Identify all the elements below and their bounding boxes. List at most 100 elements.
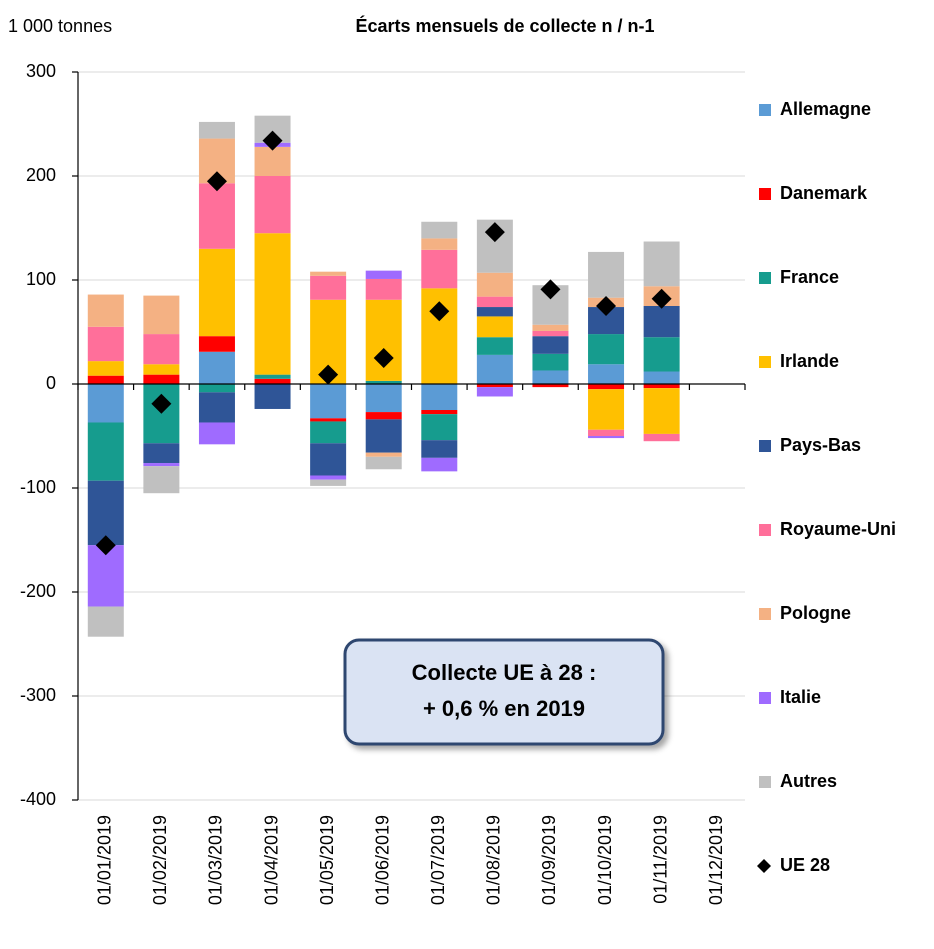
bar-segment [254,146,291,176]
legend-label: Italie [780,687,821,707]
legend-swatch [759,776,771,788]
bar-segment [310,475,347,480]
bar-segment [143,463,180,467]
annotation-text: + 0,6 % en 2019 [423,696,585,721]
bar-segment [254,176,291,234]
x-tick-label: 01/06/2019 [372,815,392,905]
bar-segment [198,248,235,337]
bar-segment [310,421,347,444]
bar-segment [198,422,235,445]
bar-segment [643,388,680,434]
bar-segment [532,330,569,337]
bar-segment [588,436,625,439]
x-tick-label: 01/09/2019 [539,815,559,905]
bar-segment [143,295,180,335]
bar-segment [87,294,124,327]
bar-segment [87,606,124,637]
x-tick-label: 01/02/2019 [150,815,170,905]
bar-segment [588,389,625,430]
bar-segment [476,354,513,384]
marker-diamond [373,348,394,368]
y-tick-label: 200 [26,165,56,185]
bar-segment [87,422,124,481]
marker-diamond [262,130,283,151]
legend-label: Irlande [780,351,839,371]
bar-segment [365,299,402,381]
bar-segment [87,326,124,362]
y-tick-label: 0 [46,373,56,393]
bar-segment [643,241,680,287]
legend-swatch [759,440,771,452]
bar-segment [87,361,124,376]
y-tick-label: -300 [20,685,56,705]
bar-segment [143,334,180,365]
bar-segment [310,384,347,419]
bar-segment [476,387,513,397]
bar-segment [476,316,513,338]
legend-label: Autres [780,771,837,791]
marker-diamond [151,393,172,414]
bar-segment [365,270,402,279]
bar-segment [532,370,569,384]
bar-segment [532,353,569,371]
x-tick-label: 01/04/2019 [261,815,281,905]
bar-segment [421,238,458,250]
bar-segment [476,337,513,355]
bar-segment [310,271,347,276]
bar-segment [365,412,402,420]
y-axis-unit: 1 000 tonnes [8,16,112,36]
marker-diamond [95,535,116,556]
bar-segment [143,364,180,375]
bar-segment [198,392,235,423]
bar-segment [421,457,458,472]
bar-segment [588,429,625,436]
bar-segment [532,324,569,331]
bar-segment [365,419,402,453]
bar-segment [198,121,235,139]
bar-segment [143,443,180,464]
bar-segment [588,384,625,390]
bar-segment [87,384,124,423]
bar-segment [365,456,402,470]
bar-segment [476,384,513,388]
bar-segment [643,371,680,384]
bar-segment [310,479,347,486]
marker-diamond [429,301,450,322]
marker-diamond [540,279,561,300]
legend-swatch [759,272,771,284]
x-tick-label: 01/11/2019 [650,815,670,904]
legend-swatch [759,608,771,620]
bar-segment [365,278,402,300]
bar-segment [532,384,569,388]
bar-segment [310,418,347,422]
bar-segment [198,183,235,249]
legend-marker [757,859,771,873]
legend-label: UE 28 [780,855,830,875]
y-tick-label: -100 [20,477,56,497]
y-tick-label: 100 [26,269,56,289]
x-tick-label: 01/05/2019 [317,815,337,905]
y-tick-label: -200 [20,581,56,601]
legend-label: Royaume-Uni [780,519,896,539]
marker-diamond [651,288,672,309]
legend-label: Pays-Bas [780,435,861,455]
bar-segment [588,251,625,298]
bar-segment [643,337,680,372]
legend-swatch [759,524,771,536]
bar-segment [365,452,402,457]
legend-swatch [759,104,771,116]
bar-segment [87,545,124,607]
y-tick-label: 300 [26,61,56,81]
bar-segment [198,351,235,384]
bar-segment [198,336,235,352]
bar-segment [365,380,402,384]
bar-segment [643,306,680,338]
marker-diamond [484,222,505,243]
bar-segment [254,374,291,379]
bar-segment [198,384,235,393]
x-tick-label: 01/01/2019 [95,815,115,905]
bar-segment [643,433,680,442]
chart-title: Écarts mensuels de collecte n / n-1 [355,15,654,36]
bar-segment [476,307,513,317]
